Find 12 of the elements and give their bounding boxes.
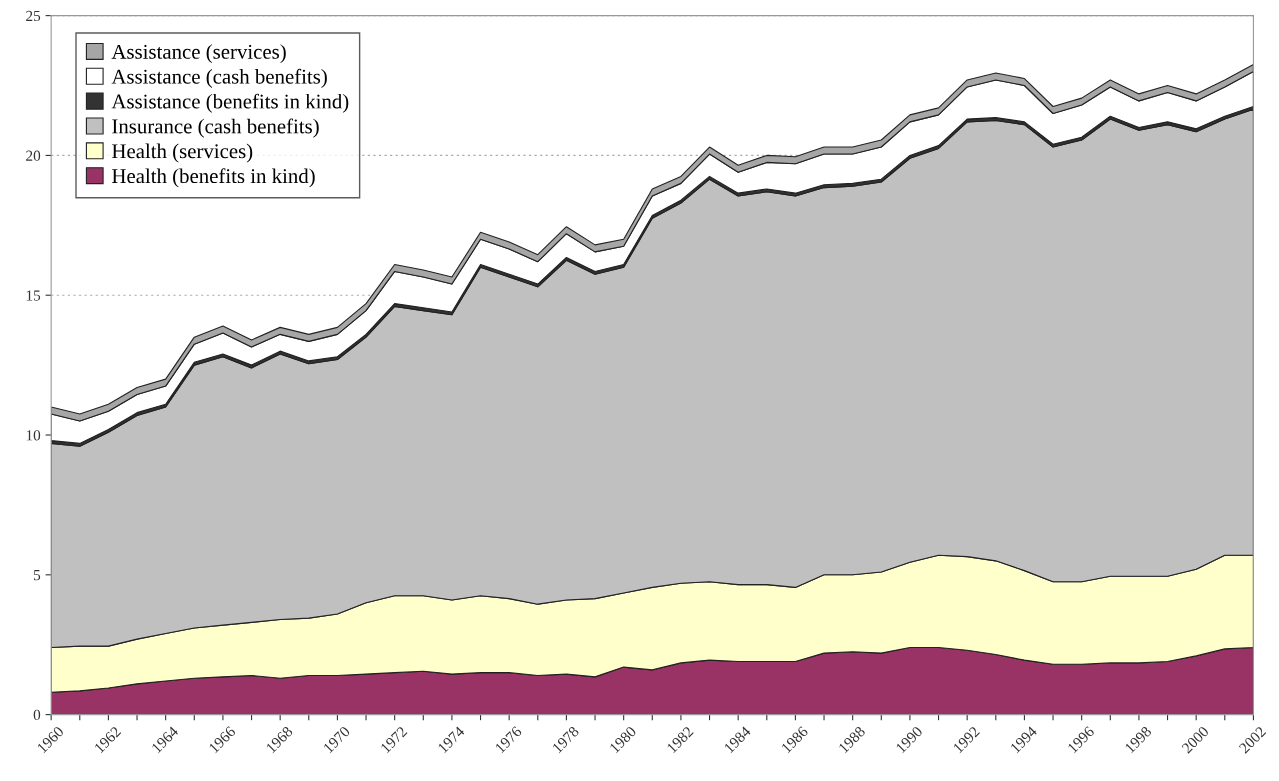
legend-label: Health (services) (112, 143, 253, 163)
y-tick-label: 0 (33, 709, 41, 721)
legend-label: Assistance (benefits in kind) (111, 93, 349, 113)
legend-label: Assistance (services) (111, 44, 286, 64)
legend-label: Insurance (cash benefits) (112, 118, 319, 138)
y-tick-label: 10 (26, 430, 41, 441)
y-tick-label: 15 (26, 290, 41, 301)
y-tick-label: 5 (33, 570, 41, 581)
legend-label: Assistance (cash benefits) (111, 68, 327, 88)
y-tick-label: 25 (26, 10, 41, 22)
y-tick-label: 20 (26, 150, 41, 161)
legend-label: Health (benefits in kind) (112, 168, 315, 188)
